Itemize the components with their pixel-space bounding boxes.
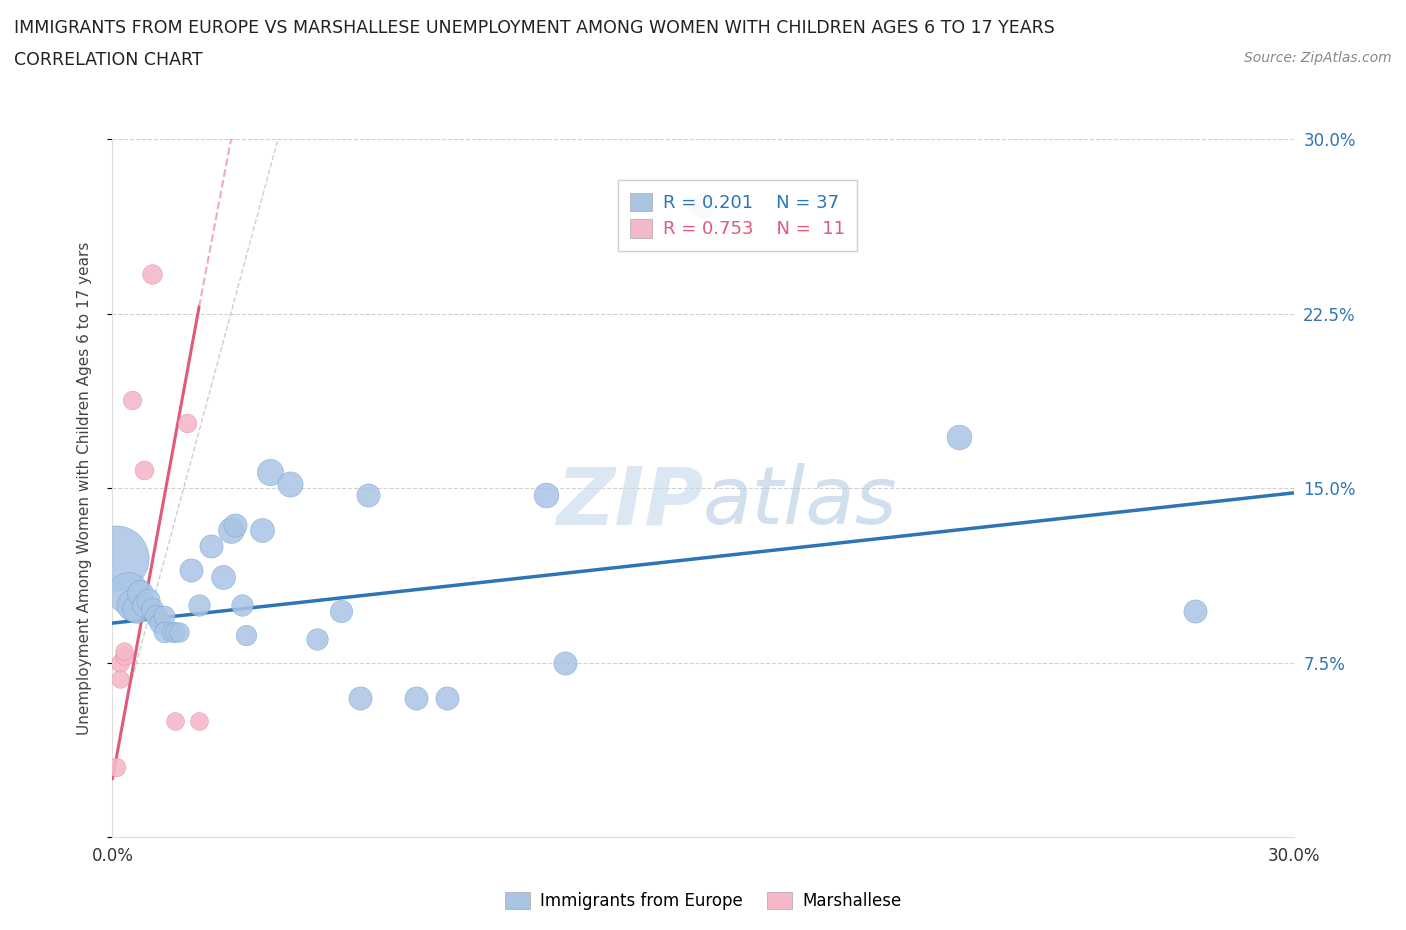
- Point: [188, 597, 211, 612]
- Point: [1184, 604, 1206, 619]
- Point: [349, 690, 371, 705]
- Point: [132, 597, 155, 612]
- Point: [121, 597, 143, 612]
- Point: [160, 625, 183, 640]
- Point: [125, 602, 148, 617]
- Point: [165, 713, 187, 728]
- Point: [259, 465, 281, 480]
- Point: [948, 430, 970, 445]
- Point: [692, 197, 714, 212]
- Point: [112, 644, 135, 658]
- Point: [357, 488, 380, 503]
- Point: [200, 539, 222, 554]
- Point: [152, 625, 174, 640]
- Point: [149, 616, 172, 631]
- Point: [145, 609, 167, 624]
- Point: [105, 760, 128, 775]
- Point: [169, 625, 191, 640]
- Y-axis label: Unemployment Among Women with Children Ages 6 to 17 years: Unemployment Among Women with Children A…: [77, 242, 91, 735]
- Legend: R = 0.201    N = 37, R = 0.753    N =  11: R = 0.201 N = 37, R = 0.753 N = 11: [617, 179, 858, 251]
- Point: [534, 488, 557, 503]
- Point: [110, 656, 132, 671]
- Point: [132, 462, 155, 477]
- Point: [307, 632, 329, 647]
- Point: [110, 671, 132, 686]
- Point: [211, 569, 233, 584]
- Point: [152, 609, 174, 624]
- Point: [176, 416, 198, 431]
- Point: [136, 592, 159, 607]
- Point: [329, 604, 352, 619]
- Text: ZIP: ZIP: [555, 463, 703, 541]
- Text: CORRELATION CHART: CORRELATION CHART: [14, 51, 202, 69]
- Point: [278, 476, 301, 491]
- Point: [180, 562, 202, 577]
- Legend: Immigrants from Europe, Marshallese: Immigrants from Europe, Marshallese: [498, 885, 908, 917]
- Point: [436, 690, 458, 705]
- Text: Source: ZipAtlas.com: Source: ZipAtlas.com: [1244, 51, 1392, 65]
- Point: [405, 690, 427, 705]
- Point: [224, 518, 246, 533]
- Point: [235, 628, 257, 643]
- Point: [188, 713, 211, 728]
- Point: [554, 656, 576, 671]
- Point: [112, 648, 135, 663]
- Point: [117, 586, 139, 601]
- Text: IMMIGRANTS FROM EUROPE VS MARSHALLESE UNEMPLOYMENT AMONG WOMEN WITH CHILDREN AGE: IMMIGRANTS FROM EUROPE VS MARSHALLESE UN…: [14, 19, 1054, 36]
- Point: [129, 586, 152, 601]
- Point: [250, 523, 273, 538]
- Point: [121, 392, 143, 407]
- Point: [105, 551, 128, 565]
- Point: [141, 267, 163, 282]
- Point: [231, 597, 253, 612]
- Point: [165, 625, 187, 640]
- Text: atlas: atlas: [703, 463, 898, 541]
- Point: [141, 602, 163, 617]
- Point: [219, 523, 242, 538]
